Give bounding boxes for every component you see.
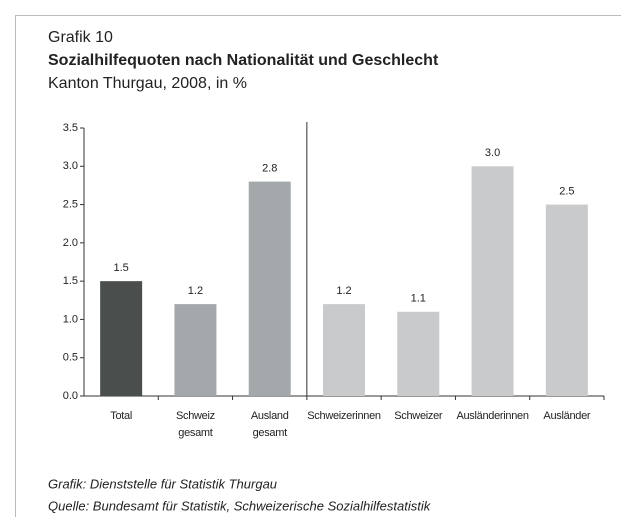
data-label: 3.0 [485, 147, 500, 159]
chart-title: Sozialhilfequoten nach Nationalität und … [48, 52, 439, 69]
data-label: 1.1 [411, 293, 426, 305]
y-tick-label: 2.5 [63, 198, 78, 210]
y-tick-label: 1.0 [63, 313, 78, 325]
chart-kicker: Grafik 10 [48, 29, 113, 46]
x-tick-label: Total [110, 410, 133, 422]
y-tick-label: 0.0 [63, 390, 78, 402]
bar [248, 181, 291, 396]
bar [397, 311, 440, 396]
x-tick-label: Ausländerinnen [456, 410, 529, 422]
y-tick-label: 3.0 [63, 160, 78, 172]
data-label: 1.2 [336, 285, 351, 297]
x-tick-label: Schweizer [394, 410, 443, 422]
note: Grafik: Dienststelle für Statistik Thurg… [48, 476, 277, 491]
y-tick-label: 0.5 [63, 352, 78, 364]
x-tick-label: Ausland gesamt [250, 410, 289, 439]
x-tick-label: Ausländer [543, 410, 591, 422]
data-label: 1.2 [188, 285, 203, 297]
x-tick-label: Schweizerinnen [307, 410, 381, 422]
y-tick-label: 1.5 [63, 275, 78, 287]
x-tick-label: Schweiz gesamt [175, 410, 215, 439]
data-label: 2.5 [559, 185, 574, 197]
frame [15, 15, 621, 517]
bar [174, 304, 217, 396]
bar [323, 304, 365, 396]
data-label: 1.5 [113, 262, 128, 274]
note: Quelle: Bundesamt für Statistik, Schweiz… [48, 498, 432, 513]
y-tick-label: 2.0 [63, 237, 78, 249]
data-label: 2.8 [262, 163, 277, 175]
bar [100, 281, 143, 396]
bar [471, 166, 514, 396]
y-tick-label: 3.5 [63, 122, 78, 134]
bar [545, 204, 588, 396]
chart-subtitle: Kanton Thurgau, 2008, in % [48, 75, 247, 92]
